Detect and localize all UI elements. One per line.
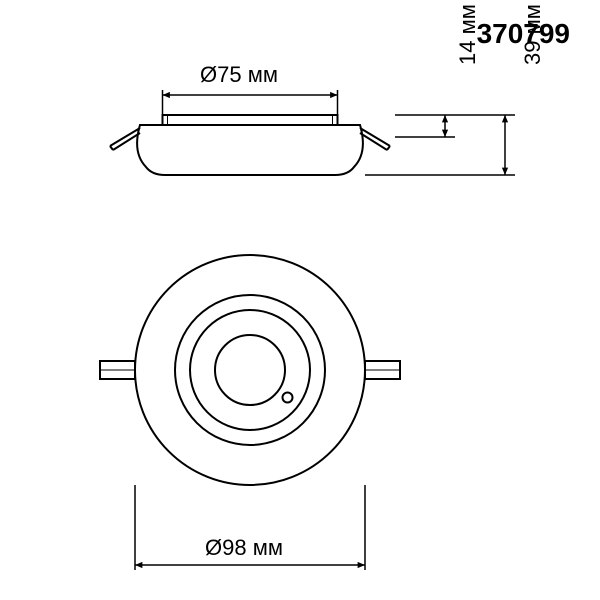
dim-bottom-diameter: Ø98 мм <box>205 535 283 561</box>
dim-top-diameter: Ø75 мм <box>200 62 278 88</box>
dim-height-total: 39 мм <box>520 4 546 65</box>
side-elevation-view <box>110 115 390 175</box>
dimension-lines <box>135 90 515 570</box>
dim-height-inner: 14 мм <box>455 4 481 65</box>
top-plan-view <box>100 255 400 485</box>
